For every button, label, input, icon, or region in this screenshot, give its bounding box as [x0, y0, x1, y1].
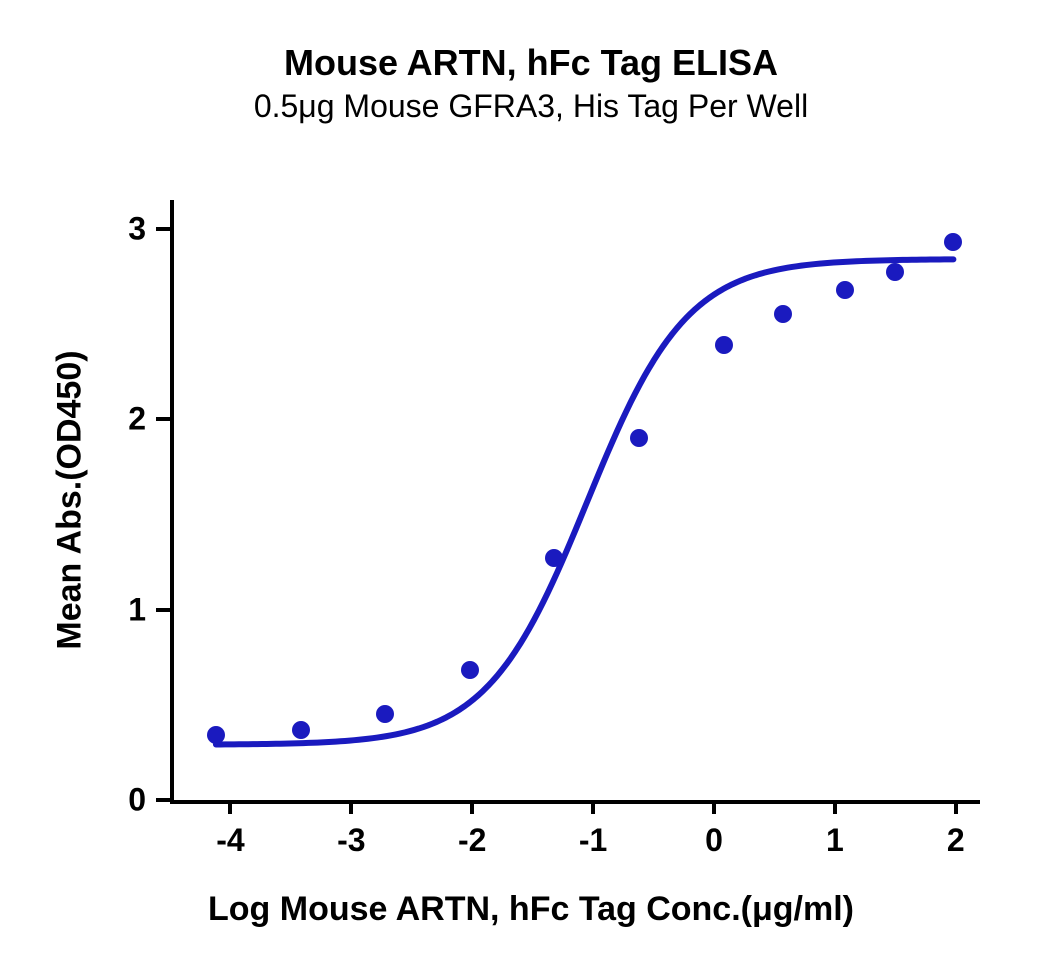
- y-tick: [156, 798, 170, 802]
- x-tick: [349, 800, 353, 814]
- y-tick-label: 0: [128, 782, 146, 819]
- data-point: [207, 726, 225, 744]
- y-tick-label: 2: [128, 401, 146, 438]
- x-tick: [591, 800, 595, 814]
- y-tick: [156, 227, 170, 231]
- data-point: [630, 429, 648, 447]
- x-tick-label: 1: [826, 822, 844, 859]
- y-tick: [156, 417, 170, 421]
- x-tick-label: 2: [947, 822, 965, 859]
- data-point: [376, 705, 394, 723]
- x-tick-label: 0: [705, 822, 723, 859]
- x-axis-label: Log Mouse ARTN, hFc Tag Conc.(μg/ml): [0, 890, 1062, 929]
- y-axis-label: Mean Abs.(OD450): [51, 350, 90, 649]
- data-point: [461, 661, 479, 679]
- x-tick: [470, 800, 474, 814]
- elisa-chart: Mouse ARTN, hFc Tag ELISA 0.5μg Mouse GF…: [0, 0, 1062, 974]
- data-point: [886, 263, 904, 281]
- x-tick-label: -3: [337, 822, 365, 859]
- data-point: [944, 233, 962, 251]
- x-tick-label: -1: [579, 822, 607, 859]
- data-point: [836, 281, 854, 299]
- data-point: [715, 336, 733, 354]
- y-tick-label: 1: [128, 591, 146, 628]
- x-tick-label: -4: [216, 822, 244, 859]
- x-axis-line: [170, 800, 980, 804]
- y-tick-label: 3: [128, 210, 146, 247]
- x-tick: [228, 800, 232, 814]
- y-tick: [156, 608, 170, 612]
- y-axis-line: [170, 200, 174, 804]
- data-point: [774, 305, 792, 323]
- x-tick: [712, 800, 716, 814]
- data-point: [545, 549, 563, 567]
- fit-curve-path: [216, 259, 953, 744]
- data-point: [292, 721, 310, 739]
- x-tick-label: -2: [458, 822, 486, 859]
- fit-curve-svg: [170, 200, 980, 800]
- chart-title: Mouse ARTN, hFc Tag ELISA: [0, 42, 1062, 84]
- chart-subtitle: 0.5μg Mouse GFRA3, His Tag Per Well: [0, 88, 1062, 125]
- x-tick: [833, 800, 837, 814]
- plot-area: [170, 200, 980, 800]
- x-tick: [954, 800, 958, 814]
